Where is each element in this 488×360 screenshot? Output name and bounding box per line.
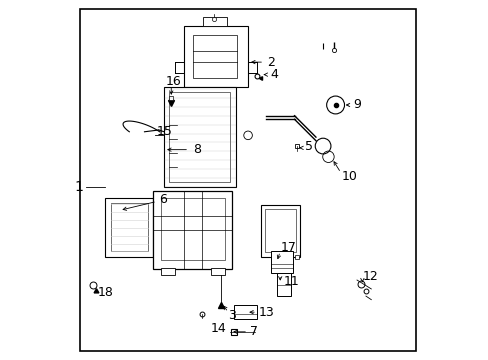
Bar xyxy=(160,198,224,260)
Text: 10: 10 xyxy=(341,170,357,183)
Bar xyxy=(169,93,230,182)
Bar xyxy=(264,209,295,252)
Bar xyxy=(105,198,153,257)
Bar xyxy=(276,273,290,296)
Text: 15: 15 xyxy=(157,125,172,138)
Text: 12: 12 xyxy=(362,270,377,283)
Text: 16: 16 xyxy=(165,75,181,88)
Text: 7: 7 xyxy=(249,325,257,338)
Bar xyxy=(203,18,226,26)
Bar xyxy=(183,26,247,87)
Bar xyxy=(271,251,292,273)
Bar xyxy=(110,203,148,251)
Bar xyxy=(164,87,235,187)
Text: 17: 17 xyxy=(280,241,296,255)
Text: 5: 5 xyxy=(305,140,313,153)
Bar xyxy=(233,305,257,319)
Text: 8: 8 xyxy=(192,143,200,156)
Text: 2: 2 xyxy=(266,55,274,69)
Text: 18: 18 xyxy=(98,286,114,299)
Bar xyxy=(210,267,224,275)
Bar xyxy=(153,191,231,269)
Text: 1: 1 xyxy=(75,180,83,194)
Text: 13: 13 xyxy=(258,306,274,319)
Bar xyxy=(192,35,237,78)
Text: 9: 9 xyxy=(353,99,361,112)
Text: 4: 4 xyxy=(270,68,278,81)
Text: 14: 14 xyxy=(210,322,226,335)
Bar xyxy=(260,205,299,257)
Text: 6: 6 xyxy=(159,193,166,206)
Bar xyxy=(160,267,175,275)
Text: 11: 11 xyxy=(283,275,299,288)
Text: 3: 3 xyxy=(228,309,236,322)
